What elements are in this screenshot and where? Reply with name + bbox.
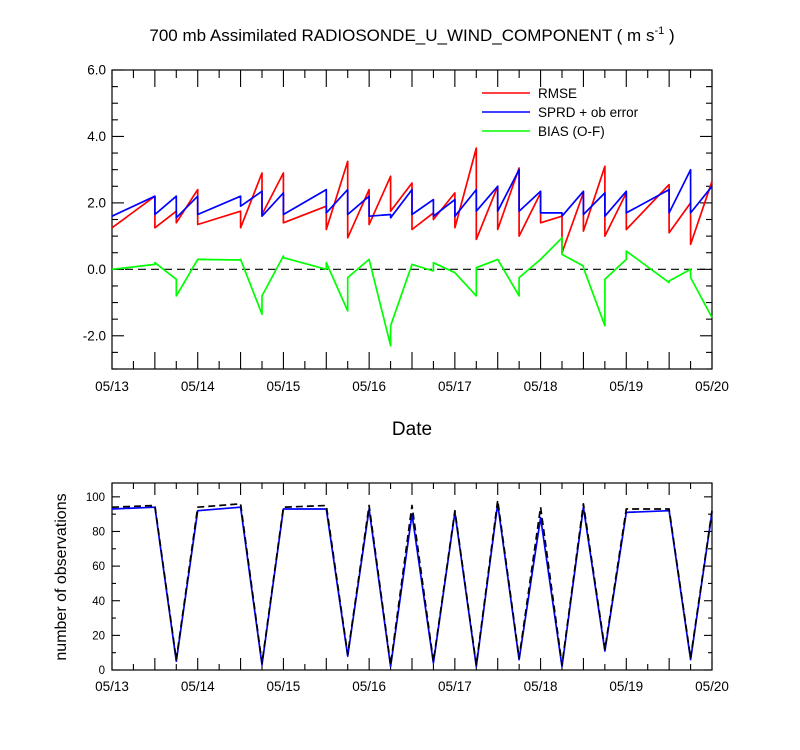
chart-title-superscript: -1 xyxy=(654,25,664,37)
y-tick-label: 40 xyxy=(92,596,105,608)
top-xlabel: Date xyxy=(392,419,432,440)
x-tick-label: 05/15 xyxy=(267,379,301,394)
y-tick-label: 20 xyxy=(92,630,105,642)
series-line-possible xyxy=(111,499,713,666)
y-tick-label: 100 xyxy=(86,492,105,504)
bottom-ylabel: number of observations xyxy=(53,493,70,660)
y-tick-label: 0.0 xyxy=(87,262,106,277)
bottom-plot: 05/13 05/14 05/15 05/16 05/17 05/18 05/19 05/20… xyxy=(86,482,729,694)
chart-title-end: ) xyxy=(664,26,674,45)
y-tick-label: 4.0 xyxy=(87,129,106,144)
x-tick-label: 05/17 xyxy=(438,379,472,394)
x-tick-label: 05/14 xyxy=(181,379,215,394)
x-tick-label: 05/16 xyxy=(352,379,386,394)
y-tick-label: 6.0 xyxy=(87,63,106,78)
x-tick-label: 05/15 xyxy=(267,679,301,694)
x-tick-label: 05/17 xyxy=(438,679,472,694)
y-tick-label: 2.0 xyxy=(87,196,106,211)
x-tick-label: 05/13 xyxy=(95,679,129,694)
x-tick-label: 05/20 xyxy=(695,379,729,394)
x-tick-label: 05/13 xyxy=(95,379,129,394)
legend-label-sprd-ob-error: SPRD + ob error xyxy=(538,105,639,120)
legend-label-bias-o-f: BIAS (O-F) xyxy=(538,124,605,139)
series-line-bias-o-f xyxy=(111,236,713,347)
y-tick-label: 60 xyxy=(92,561,105,573)
x-tick-label: 05/18 xyxy=(524,379,558,394)
y-tick-label: -2.0 xyxy=(83,329,106,344)
x-tick-label: 05/14 xyxy=(181,679,215,694)
x-tick-label: 05/20 xyxy=(695,679,729,694)
top-plot: 05/13 05/14 05/15 05/16 05/17 05/18 05/19 05/20… xyxy=(83,63,729,394)
series-line-sprd-ob-error xyxy=(111,168,713,219)
chart-title-main: 700 mb Assimilated RADIOSONDE_U_WIND_COM… xyxy=(149,26,654,45)
y-tick-label: 80 xyxy=(92,527,105,539)
x-tick-label: 05/18 xyxy=(524,679,558,694)
y-tick-label: 0 xyxy=(99,665,105,677)
x-tick-label: 05/19 xyxy=(609,379,643,394)
chart-title: 700 mb Assimilated RADIOSONDE_U_WIND_COM… xyxy=(149,25,674,45)
legend-label-rmse: RMSE xyxy=(538,86,577,101)
x-tick-label: 05/16 xyxy=(352,679,386,694)
series-line-assimilated xyxy=(111,502,713,668)
x-tick-label: 05/19 xyxy=(609,679,643,694)
